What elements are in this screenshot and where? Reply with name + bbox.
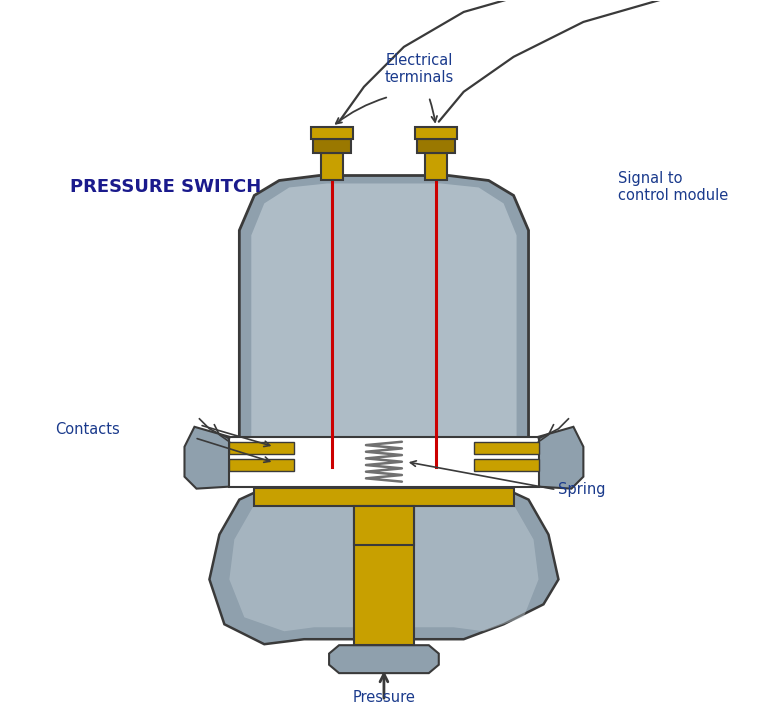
Text: Spring: Spring [559, 482, 606, 497]
Text: PRESSURE SWITCH: PRESSURE SWITCH [70, 178, 261, 196]
Bar [230, 437, 538, 487]
Polygon shape [230, 475, 538, 632]
Bar [354, 505, 414, 546]
Text: Contacts: Contacts [55, 422, 120, 437]
Polygon shape [538, 427, 584, 488]
Bar [321, 153, 343, 180]
Text: Pressure: Pressure [352, 690, 415, 705]
Bar [313, 139, 351, 153]
Polygon shape [184, 427, 230, 488]
Bar [417, 139, 455, 153]
Bar [254, 488, 514, 505]
Polygon shape [252, 183, 516, 437]
Polygon shape [329, 645, 439, 673]
Polygon shape [209, 470, 559, 644]
Bar [424, 153, 446, 180]
Bar [230, 459, 294, 470]
Bar [354, 490, 414, 645]
Bar [415, 127, 457, 139]
Bar [474, 459, 538, 470]
Text: Electrical
terminals: Electrical terminals [384, 53, 453, 85]
Bar [230, 442, 294, 454]
Text: Signal to
control module: Signal to control module [619, 170, 728, 203]
Bar [311, 127, 353, 139]
Bar [474, 442, 538, 454]
Polygon shape [240, 175, 528, 442]
